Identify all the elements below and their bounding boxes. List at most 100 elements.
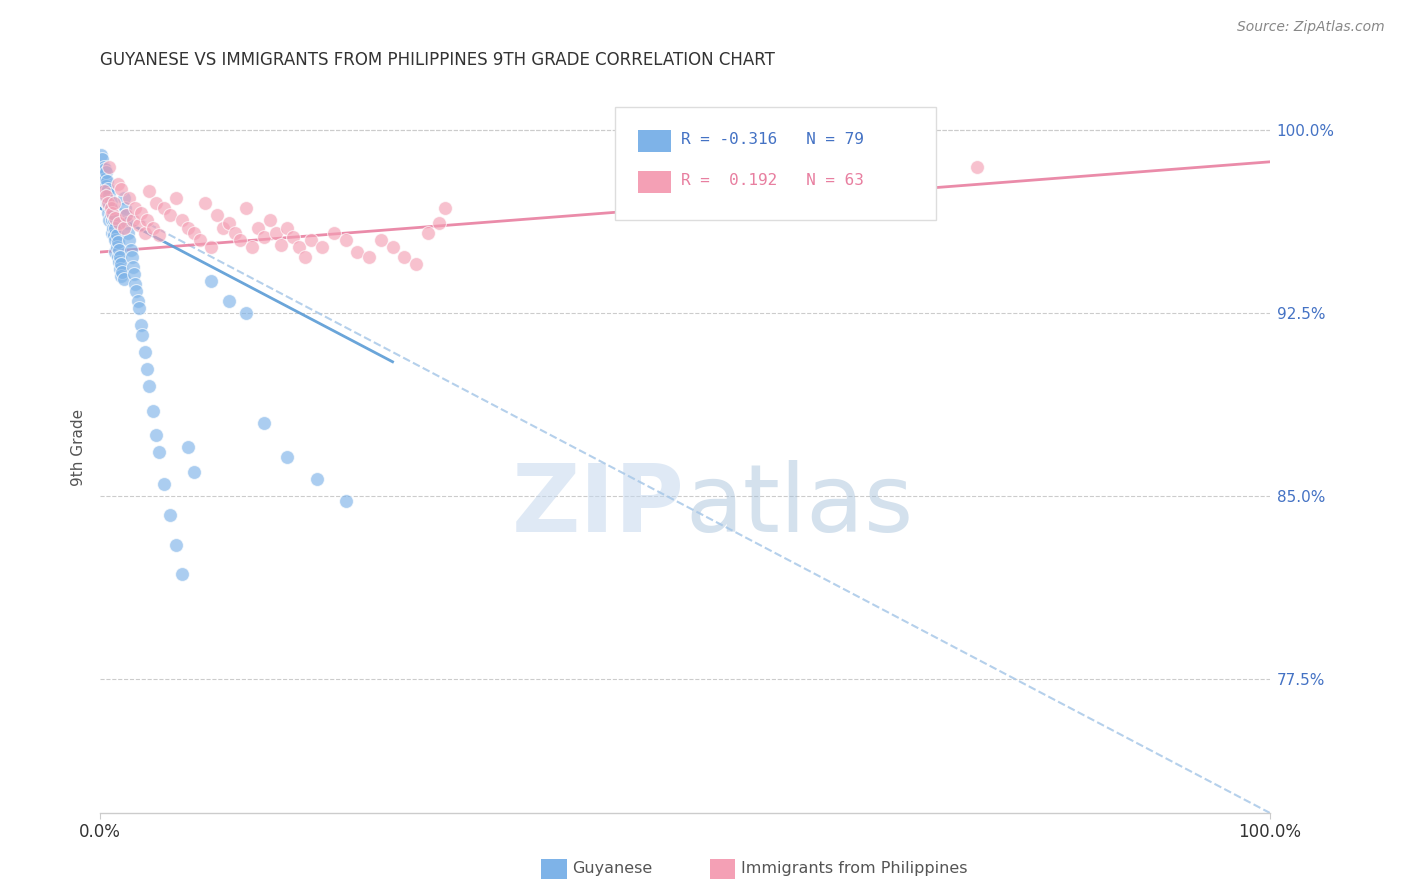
FancyBboxPatch shape (638, 130, 671, 153)
Point (148, 227, 170, 242)
Point (159, 209, 181, 223)
Point (107, 250, 129, 264)
Point (104, 211, 127, 225)
Point (124, 201, 146, 215)
Point (96, 196, 118, 211)
Y-axis label: 9th Grade: 9th Grade (72, 409, 86, 485)
Point (188, 233, 211, 247)
Point (115, 209, 138, 223)
Point (97, 194, 120, 208)
Point (103, 213, 125, 227)
Point (212, 220, 235, 235)
Point (253, 416, 276, 430)
Point (276, 220, 298, 235)
Point (131, 328, 153, 343)
Point (142, 403, 165, 417)
Point (105, 227, 128, 242)
Point (121, 250, 143, 264)
Point (200, 240, 222, 254)
Text: Guyanese: Guyanese (572, 862, 652, 876)
Point (381, 240, 404, 254)
Point (94, 191, 117, 205)
Point (127, 293, 149, 308)
Point (138, 184, 160, 198)
Point (90, 147, 112, 161)
Point (98, 199, 121, 213)
Point (120, 243, 142, 257)
Point (125, 284, 148, 298)
Point (110, 257, 132, 271)
Point (100, 194, 122, 208)
Point (94, 164, 117, 178)
Point (97, 196, 120, 211)
Point (104, 233, 127, 247)
Point (104, 220, 127, 235)
Point (101, 220, 124, 235)
Point (148, 445, 170, 459)
Point (153, 201, 176, 215)
Point (135, 362, 157, 376)
Point (205, 209, 228, 223)
Point (394, 250, 416, 264)
Text: R = -0.316   N = 79: R = -0.316 N = 79 (682, 132, 865, 147)
Point (165, 538, 187, 552)
Point (416, 226, 439, 240)
Point (94, 179, 117, 194)
Point (145, 428, 167, 442)
Point (110, 269, 132, 284)
Point (359, 250, 381, 264)
Point (135, 213, 157, 227)
Point (264, 226, 287, 240)
Point (177, 440, 200, 454)
Point (101, 226, 124, 240)
Point (104, 245, 127, 260)
Point (129, 206, 152, 220)
Point (218, 216, 240, 230)
Text: GUYANESE VS IMMIGRANTS FROM PHILIPPINES 9TH GRADE CORRELATION CHART: GUYANESE VS IMMIGRANTS FROM PHILIPPINES … (100, 51, 775, 69)
Text: atlas: atlas (685, 459, 914, 551)
Point (323, 226, 346, 240)
Point (177, 220, 200, 235)
Point (170, 213, 193, 227)
Point (94, 189, 117, 203)
Point (94, 162, 117, 177)
Point (122, 267, 145, 281)
Point (107, 177, 129, 191)
FancyBboxPatch shape (638, 171, 671, 194)
FancyBboxPatch shape (614, 107, 936, 220)
Point (112, 191, 135, 205)
Point (966, 160, 988, 174)
Point (118, 233, 141, 247)
Point (101, 213, 124, 227)
Point (108, 250, 131, 264)
Point (240, 240, 263, 254)
Point (128, 218, 150, 232)
Point (101, 209, 124, 223)
Point (108, 216, 131, 230)
Point (97, 181, 120, 195)
Point (98, 213, 121, 227)
Point (335, 493, 357, 508)
Text: R =  0.192   N = 63: R = 0.192 N = 63 (682, 173, 865, 188)
Point (128, 301, 150, 315)
Point (129, 318, 152, 333)
Point (93, 160, 115, 174)
Point (94, 181, 117, 195)
Point (142, 220, 165, 235)
Point (235, 201, 257, 215)
Point (112, 220, 135, 235)
Text: Immigrants from Philippines: Immigrants from Philippines (741, 862, 967, 876)
Text: Source: ZipAtlas.com: Source: ZipAtlas.com (1237, 20, 1385, 34)
Point (159, 508, 181, 523)
Point (145, 196, 167, 211)
Point (276, 450, 298, 464)
Point (138, 379, 160, 393)
Point (117, 226, 139, 240)
Point (218, 293, 240, 308)
Point (247, 220, 270, 235)
Point (305, 472, 328, 486)
Point (134, 345, 156, 359)
Point (101, 201, 124, 215)
Point (107, 235, 129, 250)
Point (434, 201, 457, 215)
